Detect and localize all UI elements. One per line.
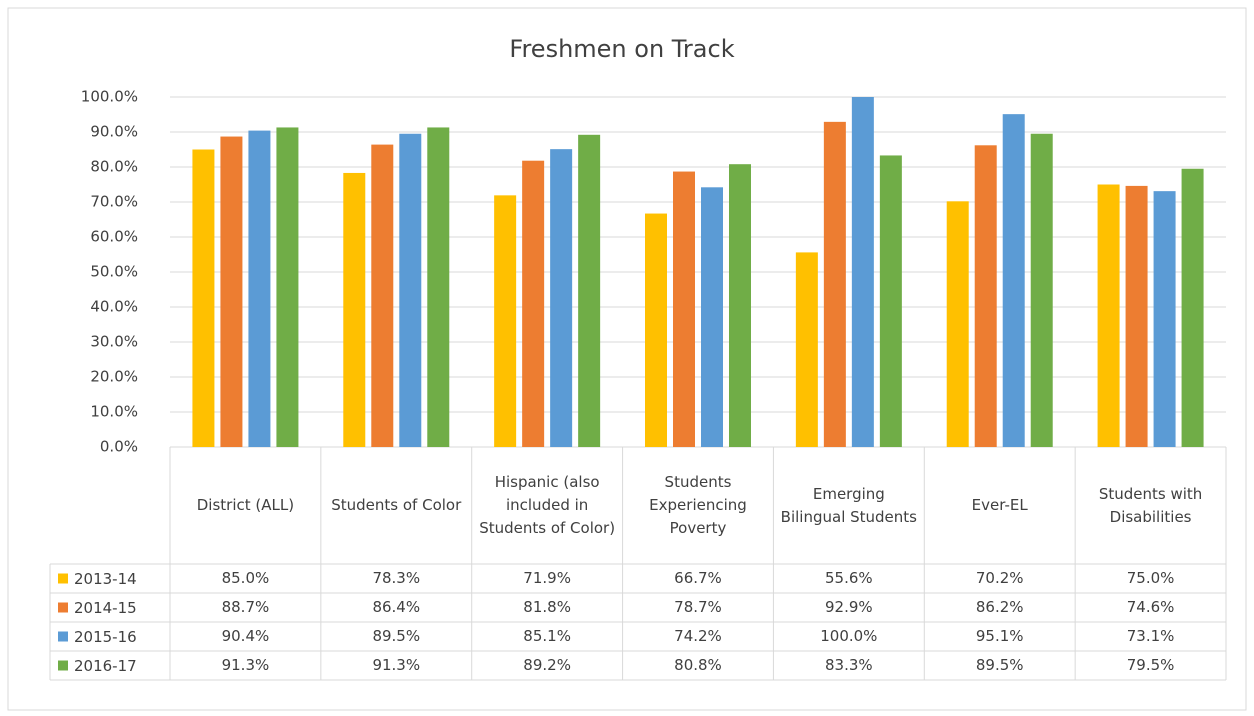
bar [645,213,667,447]
bar [729,164,751,447]
bar [343,172,366,447]
y-tick-label: 90.0% [90,123,138,141]
y-tick-label: 100.0% [81,88,138,106]
legend-label: 2013-14 [74,570,137,588]
table-value: 85.0% [221,569,270,587]
y-tick-label: 10.0% [90,403,138,421]
bar [276,127,299,447]
y-tick-label: 50.0% [90,263,138,281]
table-value: 85.1% [523,627,571,645]
legend-label: 2015-16 [74,628,137,646]
table-value: 91.3% [221,656,270,674]
category-label: Students Experiencing Poverty [649,473,747,537]
bar [494,195,517,447]
table-value: 86.2% [975,598,1024,616]
table-value: 73.1% [1126,627,1175,645]
bar [1153,191,1176,447]
bar [1181,168,1204,447]
table-value: 86.4% [372,598,421,616]
bar [1030,133,1053,447]
table-value: 55.6% [825,569,873,587]
table-value: 100.0% [820,627,878,645]
category-label: District (ALL) [196,496,295,514]
y-tick-label: 30.0% [90,333,138,351]
category-label: Students with Disabilities [1098,484,1203,526]
table-value: 66.7% [674,569,722,587]
table-value: 95.1% [975,627,1024,645]
table-value: 89.2% [523,656,571,674]
bar [795,252,818,447]
table-value: 91.3% [372,656,421,674]
bar [192,149,215,447]
bar [701,187,723,448]
chart-title: Freshmen on Track [509,35,734,63]
table-value: 74.2% [674,627,722,645]
table-value: 88.7% [221,598,270,616]
bar [578,134,601,448]
table-value: 89.5% [372,627,421,645]
legend-label: 2014-15 [74,599,137,617]
bar [371,144,394,447]
legend-swatch [58,573,68,584]
y-tick-label: 0.0% [100,438,138,456]
bar [550,149,573,447]
legend-swatch [58,660,68,671]
category-label: Students of Color [331,496,462,514]
table-value: 89.5% [975,656,1024,674]
y-tick-label: 40.0% [90,298,138,316]
bar [220,136,243,448]
bar [1097,184,1120,447]
legend-label: 2016-17 [74,657,137,675]
bar [399,133,422,447]
table-value: 79.5% [1126,656,1175,674]
table-value: 75.0% [1126,569,1175,587]
bar [823,121,846,447]
table-value: 78.3% [372,569,421,587]
bar [879,155,902,447]
legend-swatch [58,602,68,613]
bar [427,127,450,447]
table-value: 90.4% [221,627,270,645]
bar [1125,185,1148,447]
bar [248,130,271,447]
bar [946,201,969,447]
y-tick-label: 20.0% [90,368,138,386]
table-value: 78.7% [674,598,722,616]
legend-swatch [58,631,68,642]
bar [673,171,695,448]
table-value: 92.9% [825,598,873,616]
bar [974,145,997,448]
table-value: 83.3% [825,656,873,674]
table-value: 81.8% [523,598,571,616]
table-value: 80.8% [674,656,722,674]
y-tick-label: 60.0% [90,228,138,246]
table-value: 70.2% [975,569,1024,587]
category-label: Emerging Bilingual Students [780,484,917,526]
y-tick-label: 80.0% [90,158,138,176]
table-value: 74.6% [1126,598,1175,616]
category-label: Ever-EL [971,496,1028,514]
table-value: 71.9% [523,569,571,587]
bar [522,160,545,447]
y-tick-label: 70.0% [90,193,138,211]
bar [851,97,874,447]
bar [1002,114,1025,448]
category-label: Hispanic (also included in Students of C… [479,473,616,537]
